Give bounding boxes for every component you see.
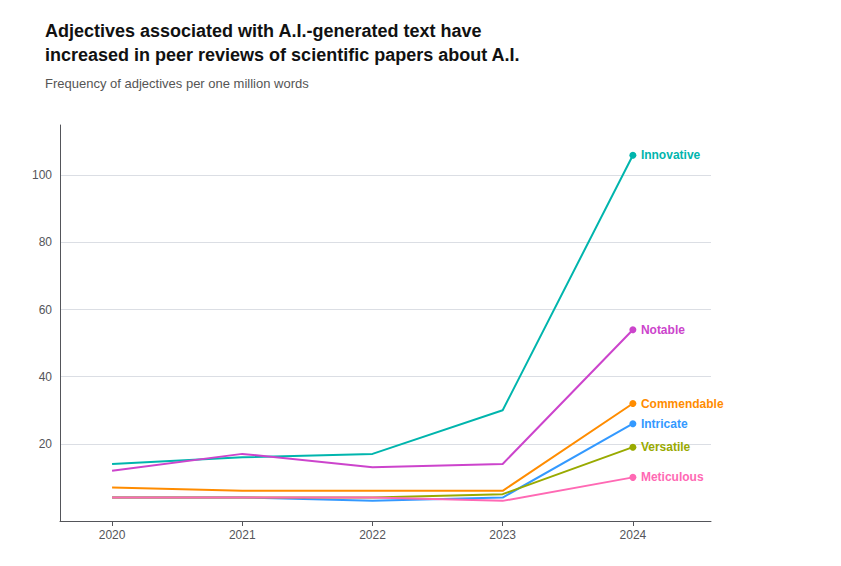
svg-text:Commendable: Commendable [641,397,724,411]
svg-text:Frequency of adjectives per on: Frequency of adjectives per one million … [45,76,309,91]
svg-text:2020: 2020 [99,528,126,542]
svg-text:Intricate: Intricate [641,417,688,431]
svg-text:60: 60 [39,303,53,317]
svg-text:Innovative: Innovative [641,148,701,162]
svg-text:Meticulous: Meticulous [641,470,704,484]
svg-text:2024: 2024 [620,528,647,542]
svg-text:2023: 2023 [489,528,516,542]
svg-text:100: 100 [32,168,52,182]
svg-text:80: 80 [39,235,53,249]
svg-text:increased in peer reviews of s: increased in peer reviews of scientific … [45,45,520,65]
svg-text:Adjectives associated with A.I: Adjectives associated with A.I.-generate… [45,21,481,41]
svg-text:20: 20 [39,437,53,451]
svg-text:2021: 2021 [229,528,256,542]
svg-text:Notable: Notable [641,323,685,337]
svg-text:2022: 2022 [359,528,386,542]
svg-text:40: 40 [39,370,53,384]
svg-text:Versatile: Versatile [641,440,691,454]
